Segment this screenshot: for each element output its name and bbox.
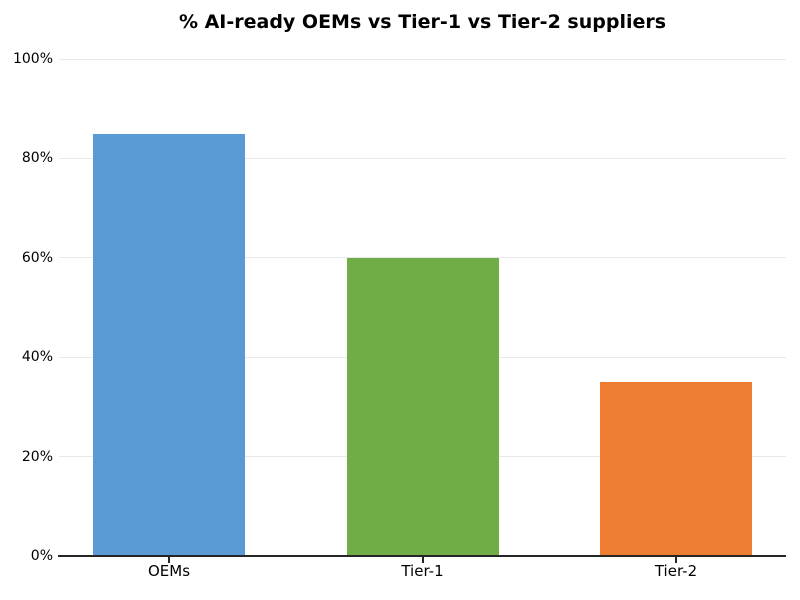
x-axis-line [58,554,786,557]
x-axis-category-label: Tier-1 [401,562,444,580]
x-axis-tick [421,556,424,563]
x-axis-tick [168,556,170,563]
y-axis-tick-label: 100% [12,51,53,67]
y-axis-tick-label: 60% [21,249,53,266]
y-axis-tick-label: 20% [21,448,53,465]
x-axis-category-label: OEMs [147,562,191,580]
bar-tier-2 [600,382,752,556]
gridline-80 [59,157,786,159]
x-axis-tick [675,556,677,563]
bar-oems [93,133,245,556]
y-axis-tick-label: 80% [21,150,53,167]
y-axis-tick-label: 40% [21,349,53,366]
chart-title: % AI-ready OEMs vs Tier-1 vs Tier-2 supp… [178,11,667,33]
y-axis-tick-label: 0% [30,548,53,564]
x-axis-category-label: Tier-2 [654,562,698,580]
gridline-100 [59,58,786,60]
bar-tier-1 [346,257,499,556]
